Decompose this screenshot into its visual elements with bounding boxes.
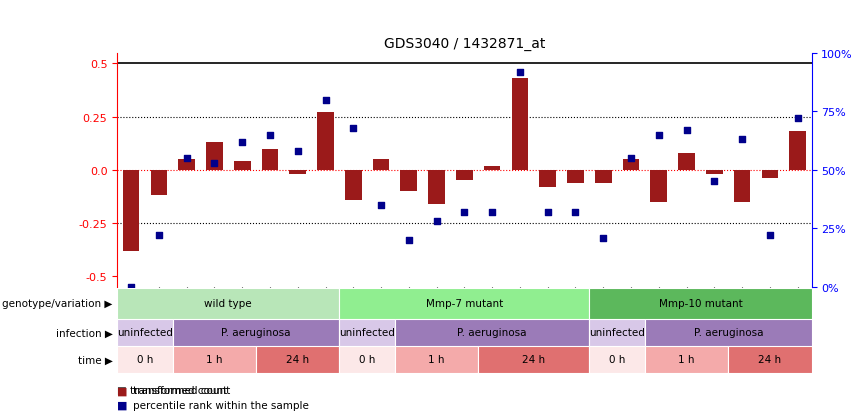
Point bbox=[485, 209, 499, 216]
Text: 0 h: 0 h bbox=[137, 354, 153, 365]
Text: transformed count: transformed count bbox=[133, 385, 230, 395]
Bar bbox=[650, 171, 667, 202]
Point bbox=[707, 179, 721, 185]
Bar bbox=[539, 171, 556, 188]
Point bbox=[319, 97, 332, 104]
Point bbox=[207, 160, 221, 167]
Point bbox=[596, 235, 610, 241]
Bar bbox=[372, 160, 390, 171]
Text: Mmp-7 mutant: Mmp-7 mutant bbox=[426, 298, 503, 309]
Bar bbox=[595, 171, 612, 183]
Text: ■: ■ bbox=[117, 385, 128, 395]
Point bbox=[346, 125, 360, 132]
Bar bbox=[789, 132, 806, 171]
Bar bbox=[622, 160, 640, 171]
Text: 1 h: 1 h bbox=[678, 354, 695, 365]
Point bbox=[124, 284, 138, 290]
Bar bbox=[395, 319, 589, 346]
Point bbox=[541, 209, 555, 216]
Bar bbox=[117, 288, 339, 319]
Bar bbox=[733, 171, 751, 202]
Title: GDS3040 / 1432871_at: GDS3040 / 1432871_at bbox=[384, 37, 545, 51]
Bar bbox=[511, 79, 529, 171]
Text: time ▶: time ▶ bbox=[78, 354, 113, 365]
Bar bbox=[233, 162, 251, 171]
Bar bbox=[339, 346, 395, 373]
Text: wild type: wild type bbox=[205, 298, 252, 309]
Point bbox=[735, 137, 749, 143]
Text: uninfected: uninfected bbox=[339, 328, 395, 338]
Bar bbox=[400, 171, 418, 192]
Text: ■ transformed count: ■ transformed count bbox=[117, 385, 227, 395]
Bar bbox=[395, 346, 478, 373]
Point bbox=[680, 127, 694, 134]
Bar bbox=[117, 319, 173, 346]
Text: 1 h: 1 h bbox=[428, 354, 445, 365]
Bar bbox=[173, 346, 256, 373]
Bar bbox=[483, 166, 501, 171]
Text: P. aeruginosa: P. aeruginosa bbox=[694, 328, 763, 338]
Point bbox=[763, 233, 777, 239]
Point bbox=[235, 139, 249, 146]
Bar bbox=[589, 319, 645, 346]
Bar bbox=[456, 171, 473, 181]
Point bbox=[291, 148, 305, 155]
Text: P. aeruginosa: P. aeruginosa bbox=[221, 328, 291, 338]
Bar bbox=[645, 346, 728, 373]
Point bbox=[457, 209, 471, 216]
Bar bbox=[206, 143, 223, 171]
Text: 0 h: 0 h bbox=[609, 354, 625, 365]
Point bbox=[791, 116, 805, 122]
Bar bbox=[706, 171, 723, 175]
Text: uninfected: uninfected bbox=[589, 328, 645, 338]
Bar bbox=[261, 149, 279, 171]
Bar bbox=[761, 171, 779, 179]
Bar bbox=[339, 288, 589, 319]
Point bbox=[402, 237, 416, 244]
Bar bbox=[567, 171, 584, 183]
Point bbox=[180, 155, 194, 162]
Bar bbox=[728, 346, 812, 373]
Bar bbox=[122, 171, 140, 251]
Point bbox=[513, 69, 527, 76]
Bar bbox=[478, 346, 589, 373]
Bar bbox=[645, 319, 812, 346]
Text: 0 h: 0 h bbox=[359, 354, 375, 365]
Bar bbox=[589, 288, 812, 319]
Text: ■: ■ bbox=[117, 400, 128, 410]
Bar bbox=[150, 171, 168, 196]
Point bbox=[152, 233, 166, 239]
Point bbox=[374, 202, 388, 209]
Bar bbox=[345, 171, 362, 200]
Bar bbox=[678, 153, 695, 171]
Point bbox=[652, 132, 666, 139]
Bar bbox=[289, 171, 306, 175]
Text: infection ▶: infection ▶ bbox=[56, 328, 113, 338]
Bar bbox=[173, 319, 339, 346]
Text: 24 h: 24 h bbox=[759, 354, 781, 365]
Text: percentile rank within the sample: percentile rank within the sample bbox=[133, 400, 309, 410]
Bar bbox=[178, 160, 195, 171]
Point bbox=[569, 209, 582, 216]
Text: 1 h: 1 h bbox=[206, 354, 223, 365]
Bar bbox=[339, 319, 395, 346]
Text: uninfected: uninfected bbox=[117, 328, 173, 338]
Point bbox=[624, 155, 638, 162]
Text: 24 h: 24 h bbox=[286, 354, 309, 365]
Point bbox=[263, 132, 277, 139]
Bar bbox=[256, 346, 339, 373]
Text: genotype/variation ▶: genotype/variation ▶ bbox=[3, 298, 113, 309]
Text: 24 h: 24 h bbox=[523, 354, 545, 365]
Point bbox=[430, 218, 444, 225]
Text: P. aeruginosa: P. aeruginosa bbox=[457, 328, 527, 338]
Text: Mmp-10 mutant: Mmp-10 mutant bbox=[659, 298, 742, 309]
Bar bbox=[117, 346, 173, 373]
Bar bbox=[428, 171, 445, 204]
Bar bbox=[317, 113, 334, 171]
Bar bbox=[589, 346, 645, 373]
